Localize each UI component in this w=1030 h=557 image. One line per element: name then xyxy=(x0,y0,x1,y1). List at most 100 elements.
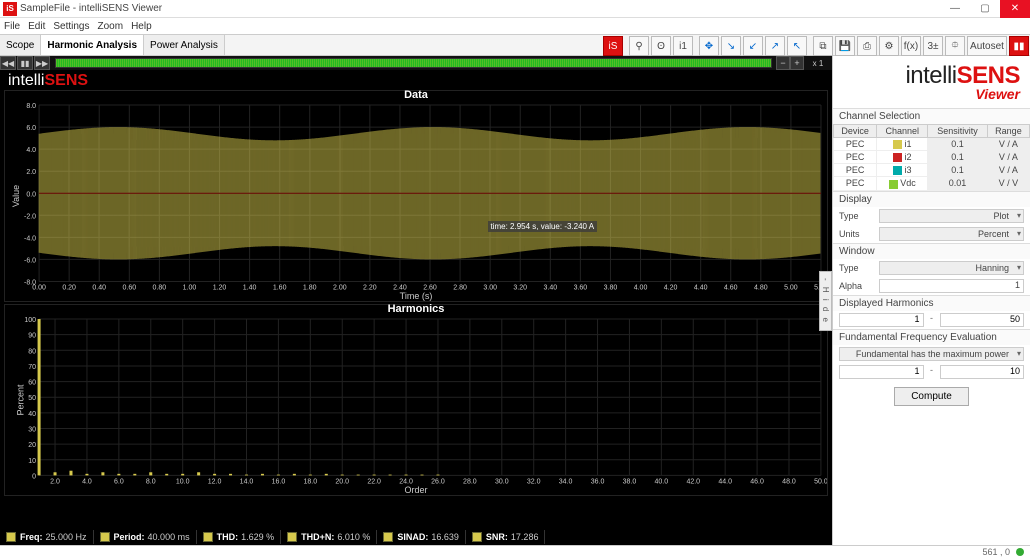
nav-pause[interactable]: ▮▮ xyxy=(17,56,33,70)
svg-text:12.0: 12.0 xyxy=(208,478,222,485)
viewer-brand: intelliSENS xyxy=(0,70,832,90)
tab-harmonic-analysis[interactable]: Harmonic Analysis xyxy=(41,35,144,55)
snap-button[interactable]: ⯐ xyxy=(945,36,965,56)
svg-text:50.0: 50.0 xyxy=(814,478,827,485)
display-header: Display xyxy=(833,192,1030,207)
fund-hi-input: 10 xyxy=(940,365,1025,379)
svg-text:20.0: 20.0 xyxy=(335,478,349,485)
display-units-select[interactable]: Percent xyxy=(879,227,1024,241)
close-button[interactable]: ✕ xyxy=(1000,0,1030,18)
harm-hi-input[interactable]: 50 xyxy=(940,313,1025,327)
svg-text:4.0: 4.0 xyxy=(82,478,92,485)
svg-text:1.00: 1.00 xyxy=(183,284,197,291)
channel-row[interactable]: PEC i10.1V / A xyxy=(834,138,1030,151)
cursor-tool-4[interactable]: ↗ xyxy=(765,36,785,56)
maximize-button[interactable]: ▢ xyxy=(970,0,1000,18)
svg-text:1.20: 1.20 xyxy=(213,284,227,291)
svg-text:3.20: 3.20 xyxy=(513,284,527,291)
svg-text:38.0: 38.0 xyxy=(623,478,637,485)
svg-text:20: 20 xyxy=(28,442,36,449)
cursor-tool-2[interactable]: ↘ xyxy=(721,36,741,56)
compute-button[interactable]: Compute xyxy=(894,387,969,406)
harmonics-section: Displayed Harmonics 1 - 50 xyxy=(833,295,1030,329)
hide-panel-tab[interactable]: - H i d e xyxy=(819,270,832,330)
settings-button[interactable]: ⚙ xyxy=(879,36,899,56)
channel-row[interactable]: PEC i30.1V / A xyxy=(834,164,1030,177)
fx-button[interactable]: f(x) xyxy=(901,36,921,56)
svg-text:14.0: 14.0 xyxy=(240,478,254,485)
harm-lo-input[interactable]: 1 xyxy=(839,313,924,327)
svg-text:28.0: 28.0 xyxy=(463,478,477,485)
harmonics-chart[interactable]: Harmonics Percent Order 0102030405060708… xyxy=(4,304,828,496)
minimize-button[interactable]: — xyxy=(940,0,970,18)
svg-text:10: 10 xyxy=(28,458,36,465)
copy-button[interactable]: ⧉ xyxy=(813,36,833,56)
channel-pick-button[interactable]: ʘ xyxy=(651,36,671,56)
menu-zoom[interactable]: Zoom xyxy=(98,21,124,32)
fundamental-method-select[interactable]: Fundamental has the maximum power xyxy=(839,347,1024,361)
svg-text:90: 90 xyxy=(28,333,36,340)
svg-text:2.20: 2.20 xyxy=(363,284,377,291)
channel-row[interactable]: PEC Vdc0.01V / V xyxy=(834,177,1030,190)
svg-text:60: 60 xyxy=(28,380,36,387)
viewer-nav: ◀◀ ▮▮ ▶▶ − + x 1 xyxy=(0,56,832,70)
menu-help[interactable]: Help xyxy=(131,21,152,32)
svg-text:48.0: 48.0 xyxy=(782,478,796,485)
svg-text:18.0: 18.0 xyxy=(304,478,318,485)
svg-text:4.0: 4.0 xyxy=(26,147,36,154)
svg-text:8.0: 8.0 xyxy=(26,103,36,110)
svg-text:0.0: 0.0 xyxy=(26,191,36,198)
ch-label[interactable]: i1 xyxy=(673,36,693,56)
pin-icon[interactable]: ⚲ xyxy=(629,36,649,56)
cursor-tool-1[interactable]: ✥ xyxy=(699,36,719,56)
svg-text:36.0: 36.0 xyxy=(591,478,605,485)
is-button[interactable]: iS xyxy=(603,36,623,56)
nav-forward[interactable]: ▶▶ xyxy=(34,56,50,70)
window-alpha-label: Alpha xyxy=(839,281,879,291)
zoom-in-button[interactable]: + xyxy=(790,56,804,70)
svg-text:50: 50 xyxy=(28,395,36,402)
svg-text:3.80: 3.80 xyxy=(604,284,618,291)
svg-text:1.60: 1.60 xyxy=(273,284,287,291)
svg-text:24.0: 24.0 xyxy=(399,478,413,485)
tab-scope[interactable]: Scope xyxy=(0,35,41,55)
data-chart[interactable]: Data Value Time (s) -8.0-6.0-4.0-2.00.02… xyxy=(4,90,828,302)
svg-text:2.0: 2.0 xyxy=(26,169,36,176)
nav-rewind[interactable]: ◀◀ xyxy=(0,56,16,70)
zoom-level: x 1 xyxy=(804,59,832,68)
cursor-tool-3[interactable]: ↙ xyxy=(743,36,763,56)
svg-text:-2.0: -2.0 xyxy=(24,213,36,220)
svg-text:4.80: 4.80 xyxy=(754,284,768,291)
harmonics-header: Displayed Harmonics xyxy=(833,296,1030,311)
svg-text:2.40: 2.40 xyxy=(393,284,407,291)
tab-power-analysis[interactable]: Power Analysis xyxy=(144,35,225,55)
cursor-tool-5[interactable]: ↖ xyxy=(787,36,807,56)
math-button[interactable]: 3± xyxy=(923,36,943,56)
fundamental-header: Fundamental Frequency Evaluation xyxy=(833,330,1030,345)
window-alpha-input[interactable]: 1 xyxy=(879,279,1024,293)
svg-text:0.80: 0.80 xyxy=(153,284,167,291)
window-type-select[interactable]: Hanning xyxy=(879,261,1024,275)
display-type-select[interactable]: Plot xyxy=(879,209,1024,223)
svg-text:0.60: 0.60 xyxy=(122,284,136,291)
print-button[interactable]: ⎙ xyxy=(857,36,877,56)
nav-track[interactable] xyxy=(55,58,772,68)
svg-text:1.40: 1.40 xyxy=(243,284,257,291)
svg-text:0.00: 0.00 xyxy=(32,284,46,291)
pause-button[interactable]: ▮▮ xyxy=(1009,36,1029,56)
zoom-out-button[interactable]: − xyxy=(776,56,790,70)
svg-text:-4.0: -4.0 xyxy=(24,235,36,242)
autoset-button[interactable]: Autoset xyxy=(967,36,1007,56)
channel-row[interactable]: PEC i20.1V / A xyxy=(834,151,1030,164)
svg-text:80: 80 xyxy=(28,348,36,355)
toolbar: Scope Harmonic Analysis Power Analysis i… xyxy=(0,34,1030,56)
menu-file[interactable]: File xyxy=(4,21,20,32)
menu-edit[interactable]: Edit xyxy=(28,21,45,32)
svg-text:4.00: 4.00 xyxy=(634,284,648,291)
footer-coords: 561 , 0 xyxy=(982,547,1010,557)
side-panel: intelliSENS Viewer Channel Selection Dev… xyxy=(832,56,1030,545)
svg-text:6.0: 6.0 xyxy=(26,125,36,132)
svg-text:16.0: 16.0 xyxy=(272,478,286,485)
save-button[interactable]: 💾 xyxy=(835,36,855,56)
menu-settings[interactable]: Settings xyxy=(53,21,89,32)
